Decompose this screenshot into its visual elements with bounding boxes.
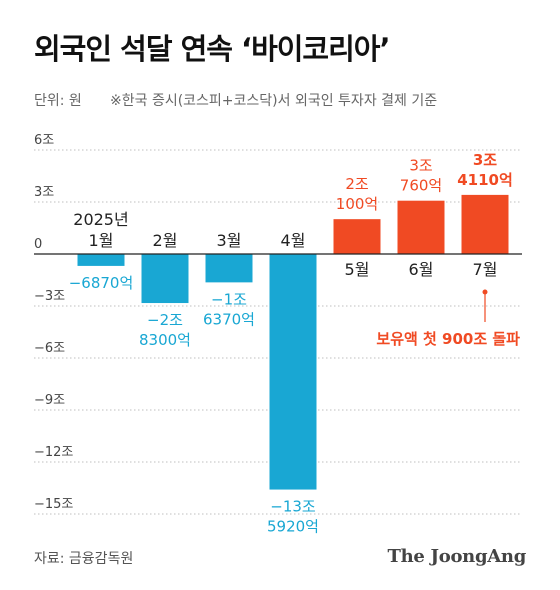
annotation-text: 보유액 첫 900조 돌파: [376, 330, 520, 348]
bar: [269, 254, 317, 490]
y-tick-label: 6조: [34, 133, 54, 148]
unit-label: 단위: 원: [34, 93, 82, 109]
value-label: −6870억: [69, 274, 134, 292]
y-tick-label: −6조: [34, 341, 65, 356]
value-label: 3조 760억: [400, 157, 442, 195]
value-label: −2조 8300억: [139, 311, 191, 349]
category-label: 4월: [281, 231, 306, 250]
bar: [77, 254, 125, 266]
note-label: ※한국 증시(코스피+코스닥)서 외국인 투자자 결제 기준: [110, 93, 438, 109]
y-tick-label: −3조: [34, 289, 65, 304]
category-label: 3월: [217, 231, 242, 250]
value-label: −1조 6370억: [203, 290, 255, 328]
category-label: 7월: [473, 260, 498, 279]
value-label: 2조 100억: [336, 175, 378, 213]
y-tick-label: −12조: [34, 445, 73, 460]
bar: [205, 254, 253, 283]
bar: [333, 219, 381, 254]
bar: [461, 194, 509, 254]
chart-title: 외국인 석달 연속 ‘바이코리아’: [34, 32, 390, 66]
source-label: 자료: 금융감독원: [34, 551, 134, 567]
value-label: 3조 4110억: [457, 151, 513, 189]
y-tick-label: 3조: [34, 185, 54, 200]
category-label: 6월: [409, 260, 434, 279]
category-label: 5월: [345, 260, 370, 279]
y-tick-label: 0: [34, 237, 42, 252]
brand-logo: The JoongAng: [387, 546, 527, 567]
bar: [397, 200, 445, 254]
y-tick-label: −15조: [34, 497, 73, 512]
y-tick-label: −9조: [34, 393, 65, 408]
bar: [141, 254, 189, 304]
value-label: −13조 5920억: [267, 498, 319, 536]
category-label: 2025년 1월: [73, 210, 128, 250]
category-label: 2월: [153, 231, 178, 250]
